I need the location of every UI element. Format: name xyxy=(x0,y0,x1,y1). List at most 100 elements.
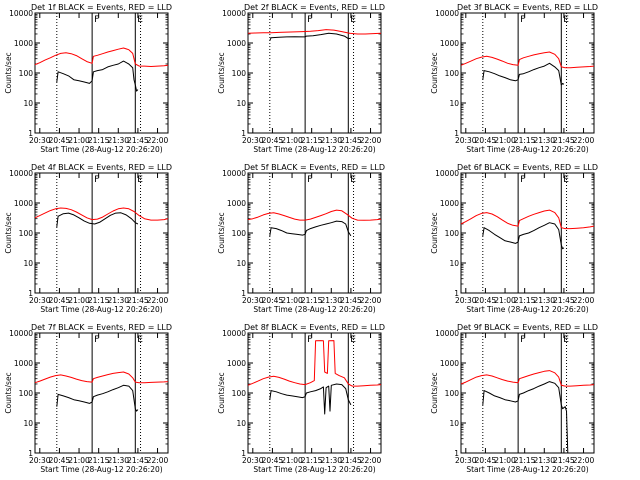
series-lld-line xyxy=(460,370,595,387)
panel-title: Det 1f BLACK = Events, RED = LLD xyxy=(31,3,172,12)
y-tick-label: 10 xyxy=(449,259,459,268)
x-axis-label: Start Time (28-Aug-12 20:26:20) xyxy=(466,465,588,474)
x-tick-label: 20:45 xyxy=(49,136,71,145)
x-tick-label: 21:00 xyxy=(494,136,516,145)
y-tick-label: 1000 xyxy=(440,359,459,368)
x-tick-label: 20:30 xyxy=(455,296,477,305)
x-axis-label: Start Time (28-Aug-12 20:26:20) xyxy=(466,305,588,314)
y-tick-label: 1000 xyxy=(14,359,33,368)
panel-title: Det 3f BLACK = Events, RED = LLD xyxy=(457,3,598,12)
panel-2: Det 2f BLACK = Events, RED = LLD 1 10 100 10… xyxy=(217,3,385,154)
panel-title: Det 8f BLACK = Events, RED = LLD xyxy=(244,323,385,332)
marker-label: F xyxy=(307,15,312,25)
x-tick-label: 21:45 xyxy=(127,136,149,145)
y-tick-label: 1000 xyxy=(440,39,459,48)
panel-title: Det 2f BLACK = Events, RED = LLD xyxy=(244,3,385,12)
x-tick-label: 20:45 xyxy=(49,456,71,465)
x-tick-label: 21:30 xyxy=(320,296,342,305)
y-tick-label: 1000 xyxy=(227,359,246,368)
x-tick-label: 21:45 xyxy=(340,136,362,145)
x-tick-label: 22:00 xyxy=(573,456,595,465)
y-tick-label: 10 xyxy=(23,259,33,268)
plot-frame xyxy=(460,332,595,454)
panel-title: Det 5f BLACK = Events, RED = LLD xyxy=(244,163,385,172)
marker-label: F xyxy=(94,15,99,25)
y-tick-label: 100 xyxy=(232,229,247,238)
y-tick-label: 1 xyxy=(241,129,246,138)
series-lld-line xyxy=(460,51,595,69)
x-tick-label: 21:15 xyxy=(301,456,323,465)
y-tick-label: 10000 xyxy=(435,9,459,18)
marker-label: F xyxy=(94,335,99,345)
y-tick-label: 1000 xyxy=(440,199,459,208)
panel-6: Det 6f BLACK = Events, RED = LLD 1 10 100 10… xyxy=(430,163,598,314)
y-tick-label: 10000 xyxy=(9,9,33,18)
panel-5: Det 5f BLACK = Events, RED = LLD 1 10 100 10… xyxy=(217,163,385,314)
y-tick-label: 1 xyxy=(241,289,246,298)
y-axis-label: Counts/sec xyxy=(430,372,439,413)
x-axis-label: Start Time (28-Aug-12 20:26:20) xyxy=(466,145,588,154)
y-tick-label: 100 xyxy=(19,69,34,78)
marker-label: F xyxy=(520,175,525,185)
x-tick-label: 20:45 xyxy=(475,136,497,145)
y-axis-label: Counts/sec xyxy=(4,52,13,93)
x-tick-label: 21:30 xyxy=(107,456,129,465)
x-tick-label: 21:30 xyxy=(107,136,129,145)
y-axis-label: Counts/sec xyxy=(430,212,439,253)
x-tick-label: 21:00 xyxy=(68,136,90,145)
y-tick-label: 1 xyxy=(454,129,459,138)
y-tick-label: 1 xyxy=(28,129,33,138)
x-axis-label: Start Time (28-Aug-12 20:26:20) xyxy=(40,305,162,314)
x-tick-label: 21:00 xyxy=(68,296,90,305)
series-events-line xyxy=(482,222,565,250)
y-tick-label: 10 xyxy=(449,99,459,108)
x-tick-label: 20:30 xyxy=(29,456,51,465)
y-axis-label: Counts/sec xyxy=(217,372,226,413)
series-lld-line xyxy=(34,371,169,384)
y-tick-label: 100 xyxy=(445,69,460,78)
x-tick-label: 21:45 xyxy=(340,296,362,305)
y-axis-label: Counts/sec xyxy=(217,212,226,253)
x-axis-label: Start Time (28-Aug-12 20:26:20) xyxy=(40,465,162,474)
series-lld-line xyxy=(34,207,169,221)
y-tick-label: 100 xyxy=(19,229,34,238)
x-tick-label: 21:15 xyxy=(514,136,536,145)
x-tick-label: 20:45 xyxy=(475,296,497,305)
panel-8: Det 8f BLACK = Events, RED = LLD 1 10 100 10… xyxy=(217,323,385,474)
series-lld-line xyxy=(247,340,382,387)
x-tick-label: 21:30 xyxy=(320,136,342,145)
y-tick-label: 10 xyxy=(23,419,33,428)
x-tick-label: 21:15 xyxy=(88,296,110,305)
y-axis-label: Counts/sec xyxy=(217,52,226,93)
panel-1: Det 1f BLACK = Events, RED = LLD 1 10 100 10… xyxy=(4,3,172,154)
x-tick-label: 21:30 xyxy=(533,456,555,465)
plot-frame xyxy=(34,332,169,454)
x-axis-label: Start Time (28-Aug-12 20:26:20) xyxy=(40,145,162,154)
marker-label: F xyxy=(94,175,99,185)
x-tick-label: 22:00 xyxy=(147,456,169,465)
y-tick-label: 100 xyxy=(232,69,247,78)
y-tick-label: 1 xyxy=(454,449,459,458)
x-tick-label: 20:30 xyxy=(242,456,264,465)
x-tick-label: 21:30 xyxy=(533,136,555,145)
y-tick-label: 1 xyxy=(241,449,246,458)
y-tick-label: 10000 xyxy=(9,169,33,178)
x-tick-label: 21:15 xyxy=(88,136,110,145)
series-events-line xyxy=(56,212,139,227)
x-tick-label: 21:00 xyxy=(281,456,303,465)
series-lld-line xyxy=(247,29,382,35)
x-tick-label: 21:45 xyxy=(553,456,575,465)
x-tick-label: 20:30 xyxy=(242,136,264,145)
y-tick-label: 10000 xyxy=(435,329,459,338)
y-tick-label: 10 xyxy=(449,419,459,428)
panel-title: Det 7f BLACK = Events, RED = LLD xyxy=(31,323,172,332)
y-tick-label: 10000 xyxy=(435,169,459,178)
y-tick-label: 100 xyxy=(232,389,247,398)
plot-frame xyxy=(34,172,169,294)
y-tick-label: 10 xyxy=(23,99,33,108)
x-tick-label: 22:00 xyxy=(573,136,595,145)
y-tick-label: 1 xyxy=(28,289,33,298)
x-tick-label: 20:30 xyxy=(29,136,51,145)
y-tick-label: 10 xyxy=(236,259,246,268)
y-tick-label: 1000 xyxy=(227,39,246,48)
